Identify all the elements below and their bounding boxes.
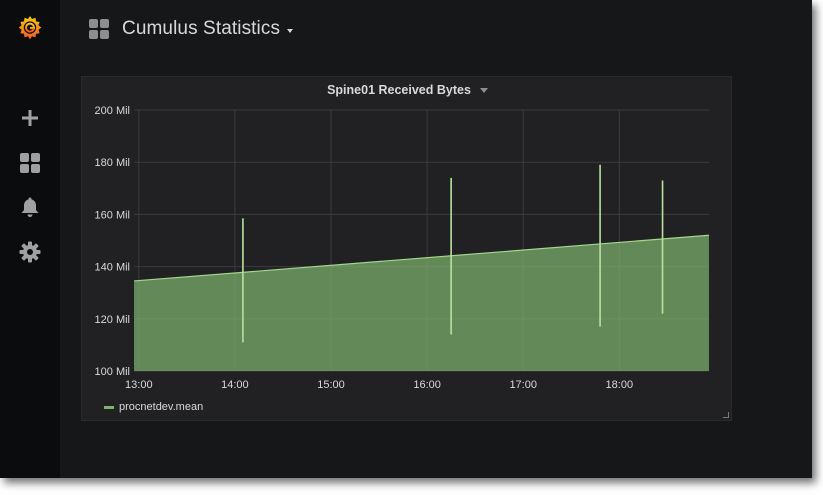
series-line <box>133 234 710 282</box>
dashboards-grid-icon <box>89 19 109 39</box>
y-tick-label: 120 Mil <box>95 314 130 326</box>
y-tick-label: 140 Mil <box>95 262 130 274</box>
dashboard-picker[interactable]: Cumulus Statistics <box>88 15 294 43</box>
dashboard-title[interactable]: Cumulus Statistics <box>122 18 281 39</box>
dashboards-grid-icon[interactable] <box>15 148 45 178</box>
chart-series <box>133 234 710 371</box>
graph-chart[interactable]: 100 Mil 120 Mil 140 Mil 160 Mil 180 Mil 200 M… <box>82 77 733 422</box>
x-axis: 13:00 14:00 15:00 16:00 17:00 18:00 <box>125 379 633 391</box>
y-tick-label: 200 Mil <box>95 105 130 117</box>
x-tick-label: 15:00 <box>317 379 345 391</box>
side-menu <box>0 0 60 478</box>
chart-spikes <box>242 164 664 343</box>
legend-item[interactable]: procnetdev.mean <box>104 401 203 413</box>
dashboard-navbar: Cumulus Statistics <box>60 0 812 56</box>
x-tick-label: 13:00 <box>125 379 153 391</box>
y-tick-label: 180 Mil <box>95 157 130 169</box>
legend-label[interactable]: procnetdev.mean <box>119 401 204 413</box>
y-tick-label: 100 Mil <box>95 366 130 378</box>
panel-resize-handle[interactable] <box>723 412 729 418</box>
grafana-logo-icon[interactable] <box>15 12 45 42</box>
legend-color-swatch <box>104 405 114 409</box>
gear-icon[interactable] <box>15 237 45 267</box>
caret-down-icon[interactable] <box>479 87 488 93</box>
graph-panel: Spine01 Received Bytes 100 Mil 120 Mil 140… <box>81 76 732 421</box>
panel-title[interactable]: Spine01 Received Bytes <box>327 83 471 97</box>
series-area <box>134 235 709 371</box>
y-axis: 100 Mil 120 Mil 140 Mil 160 Mil 180 Mil 200 M… <box>95 105 130 378</box>
bell-icon[interactable] <box>15 192 45 222</box>
plus-icon[interactable] <box>15 103 45 133</box>
x-tick-label: 17:00 <box>509 379 537 391</box>
x-tick-label: 16:00 <box>413 379 441 391</box>
x-tick-label: 14:00 <box>221 379 249 391</box>
caret-down-icon[interactable] <box>287 29 294 33</box>
x-tick-label: 18:00 <box>606 379 634 391</box>
grafana-window: Cumulus Statistics Spine01 Received Byte… <box>0 0 812 478</box>
panel-header[interactable]: Spine01 Received Bytes <box>82 83 733 97</box>
y-tick-label: 160 Mil <box>95 209 130 221</box>
